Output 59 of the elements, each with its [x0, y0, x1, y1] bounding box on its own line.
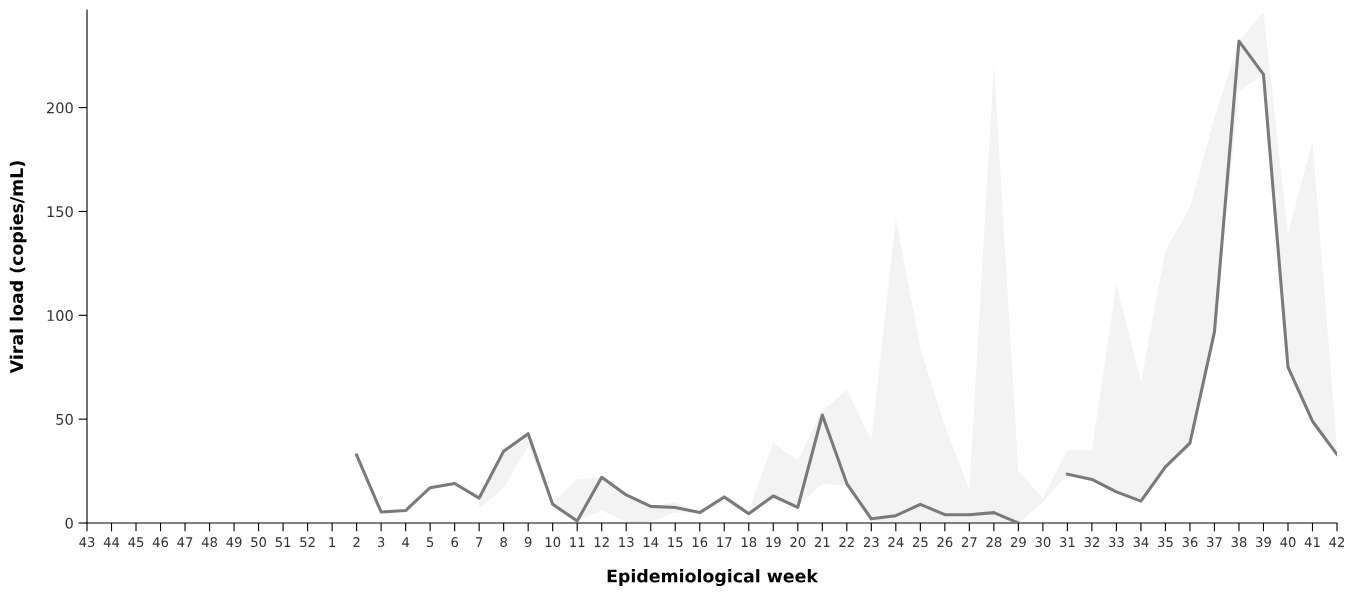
- x-tick-label: 10: [545, 537, 561, 548]
- x-tick-label: 32: [1084, 537, 1099, 548]
- x-tick-label: 5: [426, 537, 434, 548]
- x-tick-label: 42: [1329, 537, 1345, 547]
- x-tick-label: 18: [741, 537, 757, 548]
- x-tick-label: 12: [594, 537, 609, 547]
- x-tick-label: 9: [524, 537, 532, 548]
- x-axis-title: Epidemiological week: [607, 569, 819, 587]
- y-tick-label: 0: [65, 517, 73, 529]
- x-tick-label: 8: [500, 537, 507, 548]
- x-tick-label: 2: [353, 537, 360, 547]
- x-tick-label: 27: [961, 537, 977, 547]
- x-tick-label: 3: [377, 537, 385, 548]
- x-tick-label: 17: [717, 537, 732, 547]
- x-tick-label: 44: [103, 537, 120, 547]
- y-axis-title: Viral load (copies/mL): [9, 161, 27, 374]
- x-tick-label: 39: [1256, 537, 1271, 548]
- x-tick-label: 16: [692, 537, 708, 548]
- x-tick-label: 6: [451, 537, 459, 548]
- x-tick-label: 46: [152, 537, 169, 548]
- x-tick-label: 7: [476, 537, 483, 547]
- x-tick-label: 52: [300, 537, 315, 548]
- x-tick-label: 15: [668, 537, 683, 548]
- x-tick-label: 38: [1231, 537, 1247, 548]
- x-tick-label: 33: [1109, 537, 1124, 548]
- x-tick-label: 23: [863, 537, 879, 548]
- x-tick-label: 35: [1158, 537, 1173, 548]
- x-tick-label: 37: [1207, 537, 1222, 548]
- x-tick-label: 43: [79, 537, 95, 548]
- x-tick-label: 41: [1304, 537, 1320, 547]
- x-tick-label: 31: [1060, 537, 1075, 548]
- x-tick-label: 49: [226, 537, 242, 548]
- x-tick-label: 51: [275, 537, 291, 548]
- x-tick-label: 36: [1182, 537, 1198, 548]
- x-tick-label: 40: [1280, 537, 1296, 548]
- x-tick-label: 14: [643, 537, 659, 547]
- x-tick-label: 45: [128, 537, 144, 548]
- x-tick-label: 47: [177, 537, 193, 547]
- x-tick-label: 34: [1133, 537, 1149, 548]
- x-tick-label: 1: [329, 537, 336, 547]
- x-tick-label: 4: [402, 537, 410, 547]
- x-tick-label: 28: [986, 537, 1002, 548]
- x-tick-label: 50: [251, 537, 267, 548]
- x-tick-label: 26: [937, 537, 953, 548]
- y-tick-label: 50: [56, 413, 73, 425]
- x-tick-label: 22: [839, 537, 854, 547]
- x-tick-label: 20: [790, 537, 806, 548]
- x-tick-label: 29: [1010, 537, 1026, 548]
- x-tick-label: 24: [888, 537, 904, 547]
- x-tick-label: 48: [201, 537, 218, 548]
- x-tick-label: 11: [570, 537, 585, 547]
- x-tick-label: 21: [814, 537, 830, 547]
- x-tick-label: 19: [766, 537, 781, 548]
- y-tick-label: 200: [47, 102, 73, 114]
- y-tick-label: 150: [47, 206, 73, 218]
- x-tick-label: 25: [912, 537, 928, 548]
- y-tick-label: 100: [47, 310, 73, 322]
- x-tick-label: 13: [619, 537, 634, 548]
- x-tick-label: 30: [1035, 537, 1051, 548]
